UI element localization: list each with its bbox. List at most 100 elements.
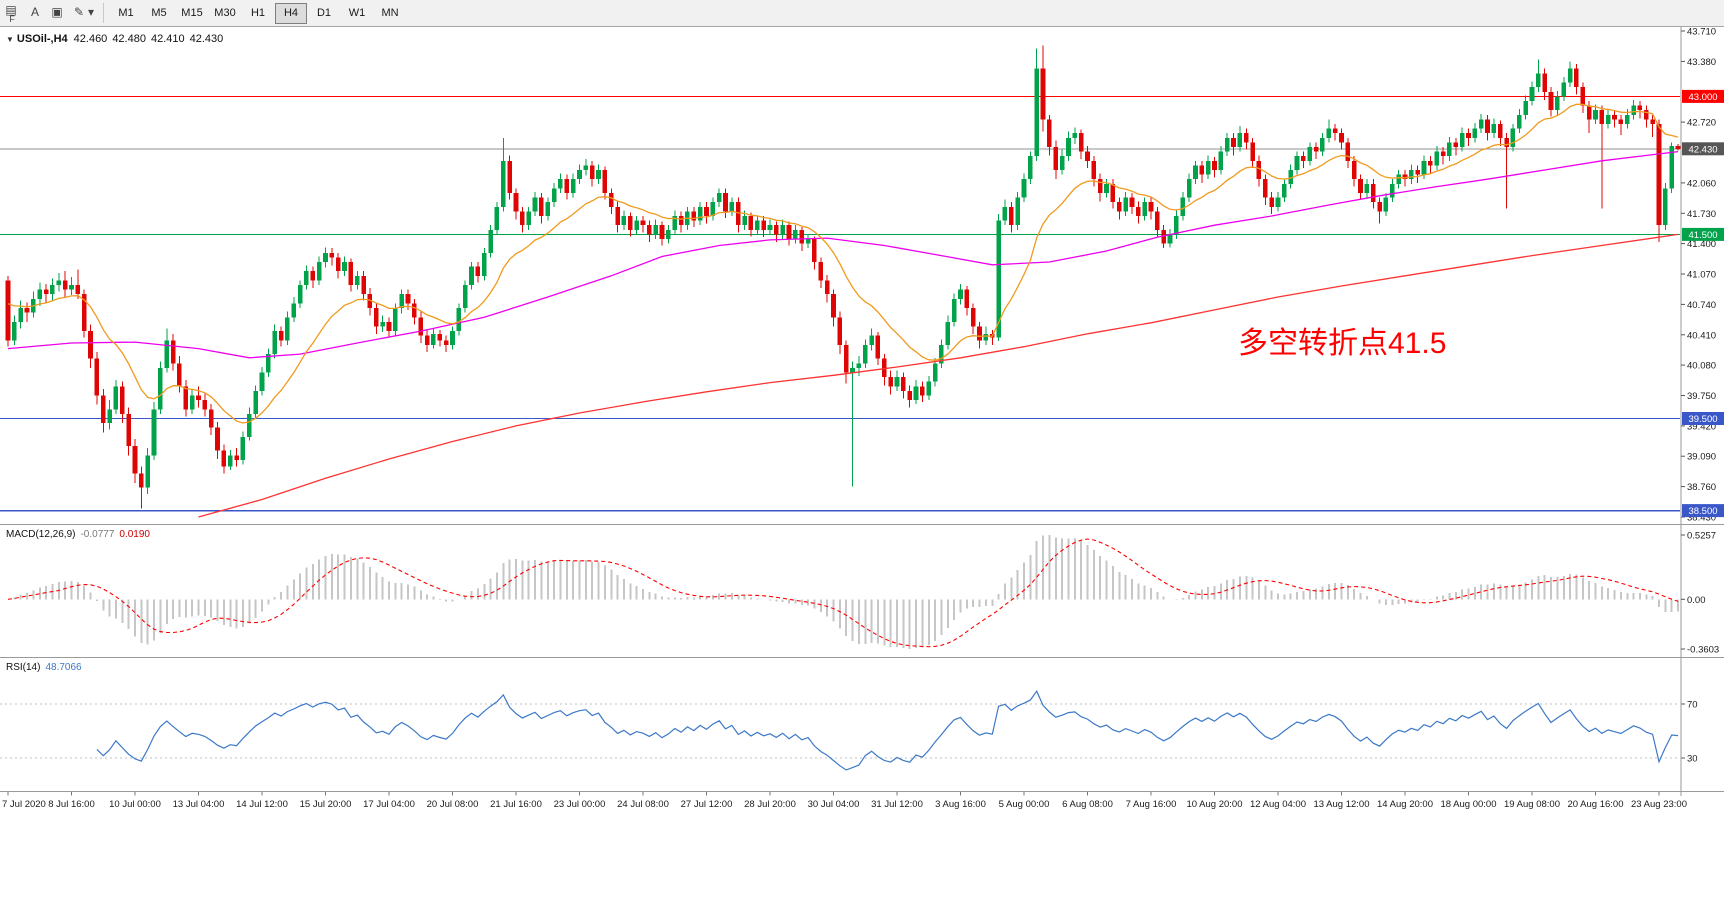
rsi-value: 48.7066 — [45, 662, 82, 673]
macd-name: MACD(12,26,9) — [6, 529, 76, 540]
macd-signal-value: 0.0190 — [119, 529, 150, 540]
svg-text:39.750: 39.750 — [1687, 391, 1716, 402]
main-chart-canvas[interactable]: 43.710 43.380 42.720 42.060 41.730 41.400 41.0… — [0, 27, 1724, 524]
toolbar: ▤ F A ▣ ✎ ▾ M1 M5 M15 M30 H1 H4 D1 W1 MN — [0, 0, 1724, 27]
svg-text:24 Jul 08:00: 24 Jul 08:00 — [617, 799, 669, 810]
chart-annotation-text[interactable]: 多空转折点41.5 — [1238, 327, 1447, 360]
draw-tool-icon[interactable]: ✎ — [73, 5, 85, 19]
quote-high: 42.480 — [112, 33, 146, 45]
svg-text:23 Jul 00:00: 23 Jul 00:00 — [554, 799, 606, 810]
price-axis-boxed-labels: 43.000 42.430 41.500 39.500 38.500 — [1682, 89, 1724, 518]
timeframe-button-d1[interactable]: D1 — [316, 7, 332, 19]
svg-text:40.080: 40.080 — [1687, 361, 1716, 372]
timeframe-button-m1[interactable]: M1 — [118, 7, 134, 19]
quote-low: 42.410 — [150, 33, 185, 45]
time-axis-labels: 7 Jul 2020 8 Jul 16:00 10 Jul 00:00 13 Jul … — [2, 792, 1687, 810]
svg-text:8 Jul 16:00: 8 Jul 16:00 — [48, 799, 94, 810]
timeframe-button-mn[interactable]: MN — [381, 7, 399, 19]
macd-panel: 0.5257 0.00 -0.3603 MACD(12,26,9) -0.0777 0.… — [0, 524, 1724, 658]
macd-signal-line — [7, 538, 1679, 648]
dropdown-caret-icon[interactable]: ▾ — [87, 5, 95, 19]
text-tool-icon[interactable]: A — [30, 5, 39, 19]
svg-text:20 Jul 08:00: 20 Jul 08:00 — [427, 799, 479, 810]
timeframe-button-h4[interactable]: H4 — [275, 3, 307, 24]
timeframe-button-h1[interactable]: H1 — [250, 7, 266, 19]
symbol-ohlc-readout: ▼ USOil-,H4 42.460 42.480 42.410 42.430 — [6, 33, 228, 45]
svg-text:40.410: 40.410 — [1687, 330, 1716, 341]
svg-text:43.710: 43.710 — [1687, 27, 1716, 38]
svg-text:7 Aug 16:00: 7 Aug 16:00 — [1126, 799, 1177, 810]
svg-text:20 Aug 16:00: 20 Aug 16:00 — [1568, 799, 1624, 810]
rsi-panel: 70 30 RSI(14) 48.7066 — [0, 657, 1724, 792]
svg-text:27 Jul 12:00: 27 Jul 12:00 — [681, 799, 733, 810]
svg-text:70: 70 — [1687, 700, 1698, 711]
ma-slow-line — [198, 233, 1679, 518]
f-icon[interactable]: F — [9, 14, 15, 24]
svg-text:41.070: 41.070 — [1687, 270, 1716, 281]
quote-close: 42.430 — [189, 33, 224, 45]
box-tool-icon[interactable]: ▣ — [51, 5, 63, 19]
svg-text:-0.3603: -0.3603 — [1687, 645, 1719, 656]
svg-text:43.000: 43.000 — [1688, 92, 1717, 103]
svg-text:39.420: 39.420 — [1687, 421, 1716, 432]
svg-text:7 Jul 2020: 7 Jul 2020 — [2, 799, 46, 810]
svg-text:0.00: 0.00 — [1687, 595, 1706, 606]
main-chart-panel: 43.710 43.380 42.720 42.060 41.730 41.400 41.0… — [0, 27, 1724, 524]
ma-fast-line — [7, 103, 1679, 424]
chart-window-icon[interactable]: ▤ — [5, 3, 17, 17]
svg-text:42.430: 42.430 — [1688, 144, 1717, 155]
svg-text:42.060: 42.060 — [1687, 178, 1716, 189]
svg-text:23 Aug 23:00: 23 Aug 23:00 — [1631, 799, 1687, 810]
toolbar-separator — [103, 3, 104, 23]
svg-text:10 Aug 20:00: 10 Aug 20:00 — [1187, 799, 1243, 810]
svg-text:30 Jul 04:00: 30 Jul 04:00 — [808, 799, 860, 810]
svg-text:39.500: 39.500 — [1688, 414, 1717, 425]
svg-text:6 Aug 08:00: 6 Aug 08:00 — [1062, 799, 1113, 810]
svg-text:40.740: 40.740 — [1687, 300, 1716, 311]
timeframe-group: M1 M5 M15 M30 H1 H4 D1 W1 MN — [110, 3, 407, 24]
svg-text:18 Aug 00:00: 18 Aug 00:00 — [1441, 799, 1497, 810]
rsi-canvas[interactable]: 70 30 — [0, 658, 1724, 792]
timeframe-button-m5[interactable]: M5 — [151, 7, 167, 19]
svg-text:21 Jul 16:00: 21 Jul 16:00 — [490, 799, 542, 810]
svg-text:41.730: 41.730 — [1687, 209, 1716, 220]
svg-text:38.500: 38.500 — [1688, 506, 1717, 517]
macd-histogram — [13, 535, 1679, 649]
svg-text:10 Jul 00:00: 10 Jul 00:00 — [109, 799, 161, 810]
rsi-line — [96, 690, 1679, 771]
svg-text:42.720: 42.720 — [1687, 118, 1716, 129]
macd-label: MACD(12,26,9) -0.0777 0.0190 — [6, 529, 155, 540]
svg-text:39.090: 39.090 — [1687, 452, 1716, 463]
quote-open: 42.460 — [73, 33, 108, 45]
svg-text:43.380: 43.380 — [1687, 57, 1716, 68]
symbol-label: USOil-,H4 — [16, 33, 68, 45]
rsi-label: RSI(14) 48.7066 — [6, 662, 87, 673]
svg-text:14 Jul 12:00: 14 Jul 12:00 — [236, 799, 288, 810]
collapse-caret-icon[interactable]: ▼ — [6, 35, 14, 44]
candles-layer — [5, 45, 1681, 509]
price-axis-ticks: 43.710 43.380 42.720 42.060 41.730 41.400 41.0… — [1681, 27, 1716, 524]
time-axis-panel[interactable]: 7 Jul 2020 8 Jul 16:00 10 Jul 00:00 13 Jul … — [0, 791, 1724, 816]
rsi-name: RSI(14) — [6, 662, 41, 673]
time-axis-canvas[interactable]: 7 Jul 2020 8 Jul 16:00 10 Jul 00:00 13 Jul … — [0, 792, 1724, 817]
svg-text:41.400: 41.400 — [1687, 239, 1716, 250]
macd-main-value: -0.0777 — [80, 529, 115, 540]
svg-text:38.430: 38.430 — [1687, 513, 1716, 524]
svg-text:12 Aug 04:00: 12 Aug 04:00 — [1250, 799, 1306, 810]
macd-canvas[interactable]: 0.5257 0.00 -0.3603 — [0, 525, 1724, 658]
svg-text:19 Aug 08:00: 19 Aug 08:00 — [1504, 799, 1560, 810]
timeframe-button-m30[interactable]: M30 — [214, 7, 236, 19]
timeframe-button-w1[interactable]: W1 — [348, 7, 366, 19]
svg-text:5 Aug 00:00: 5 Aug 00:00 — [999, 799, 1050, 810]
svg-text:38.760: 38.760 — [1687, 482, 1716, 493]
svg-text:28 Jul 20:00: 28 Jul 20:00 — [744, 799, 796, 810]
macd-axis-labels: 0.5257 0.00 -0.3603 — [1681, 531, 1719, 656]
ma-mid-line — [7, 150, 1679, 359]
svg-text:30: 30 — [1687, 754, 1698, 765]
svg-text:31 Jul 12:00: 31 Jul 12:00 — [871, 799, 923, 810]
svg-text:13 Aug 12:00: 13 Aug 12:00 — [1314, 799, 1370, 810]
svg-text:15 Jul 20:00: 15 Jul 20:00 — [300, 799, 352, 810]
timeframe-button-m15[interactable]: M15 — [181, 7, 203, 19]
svg-text:14 Aug 20:00: 14 Aug 20:00 — [1377, 799, 1433, 810]
